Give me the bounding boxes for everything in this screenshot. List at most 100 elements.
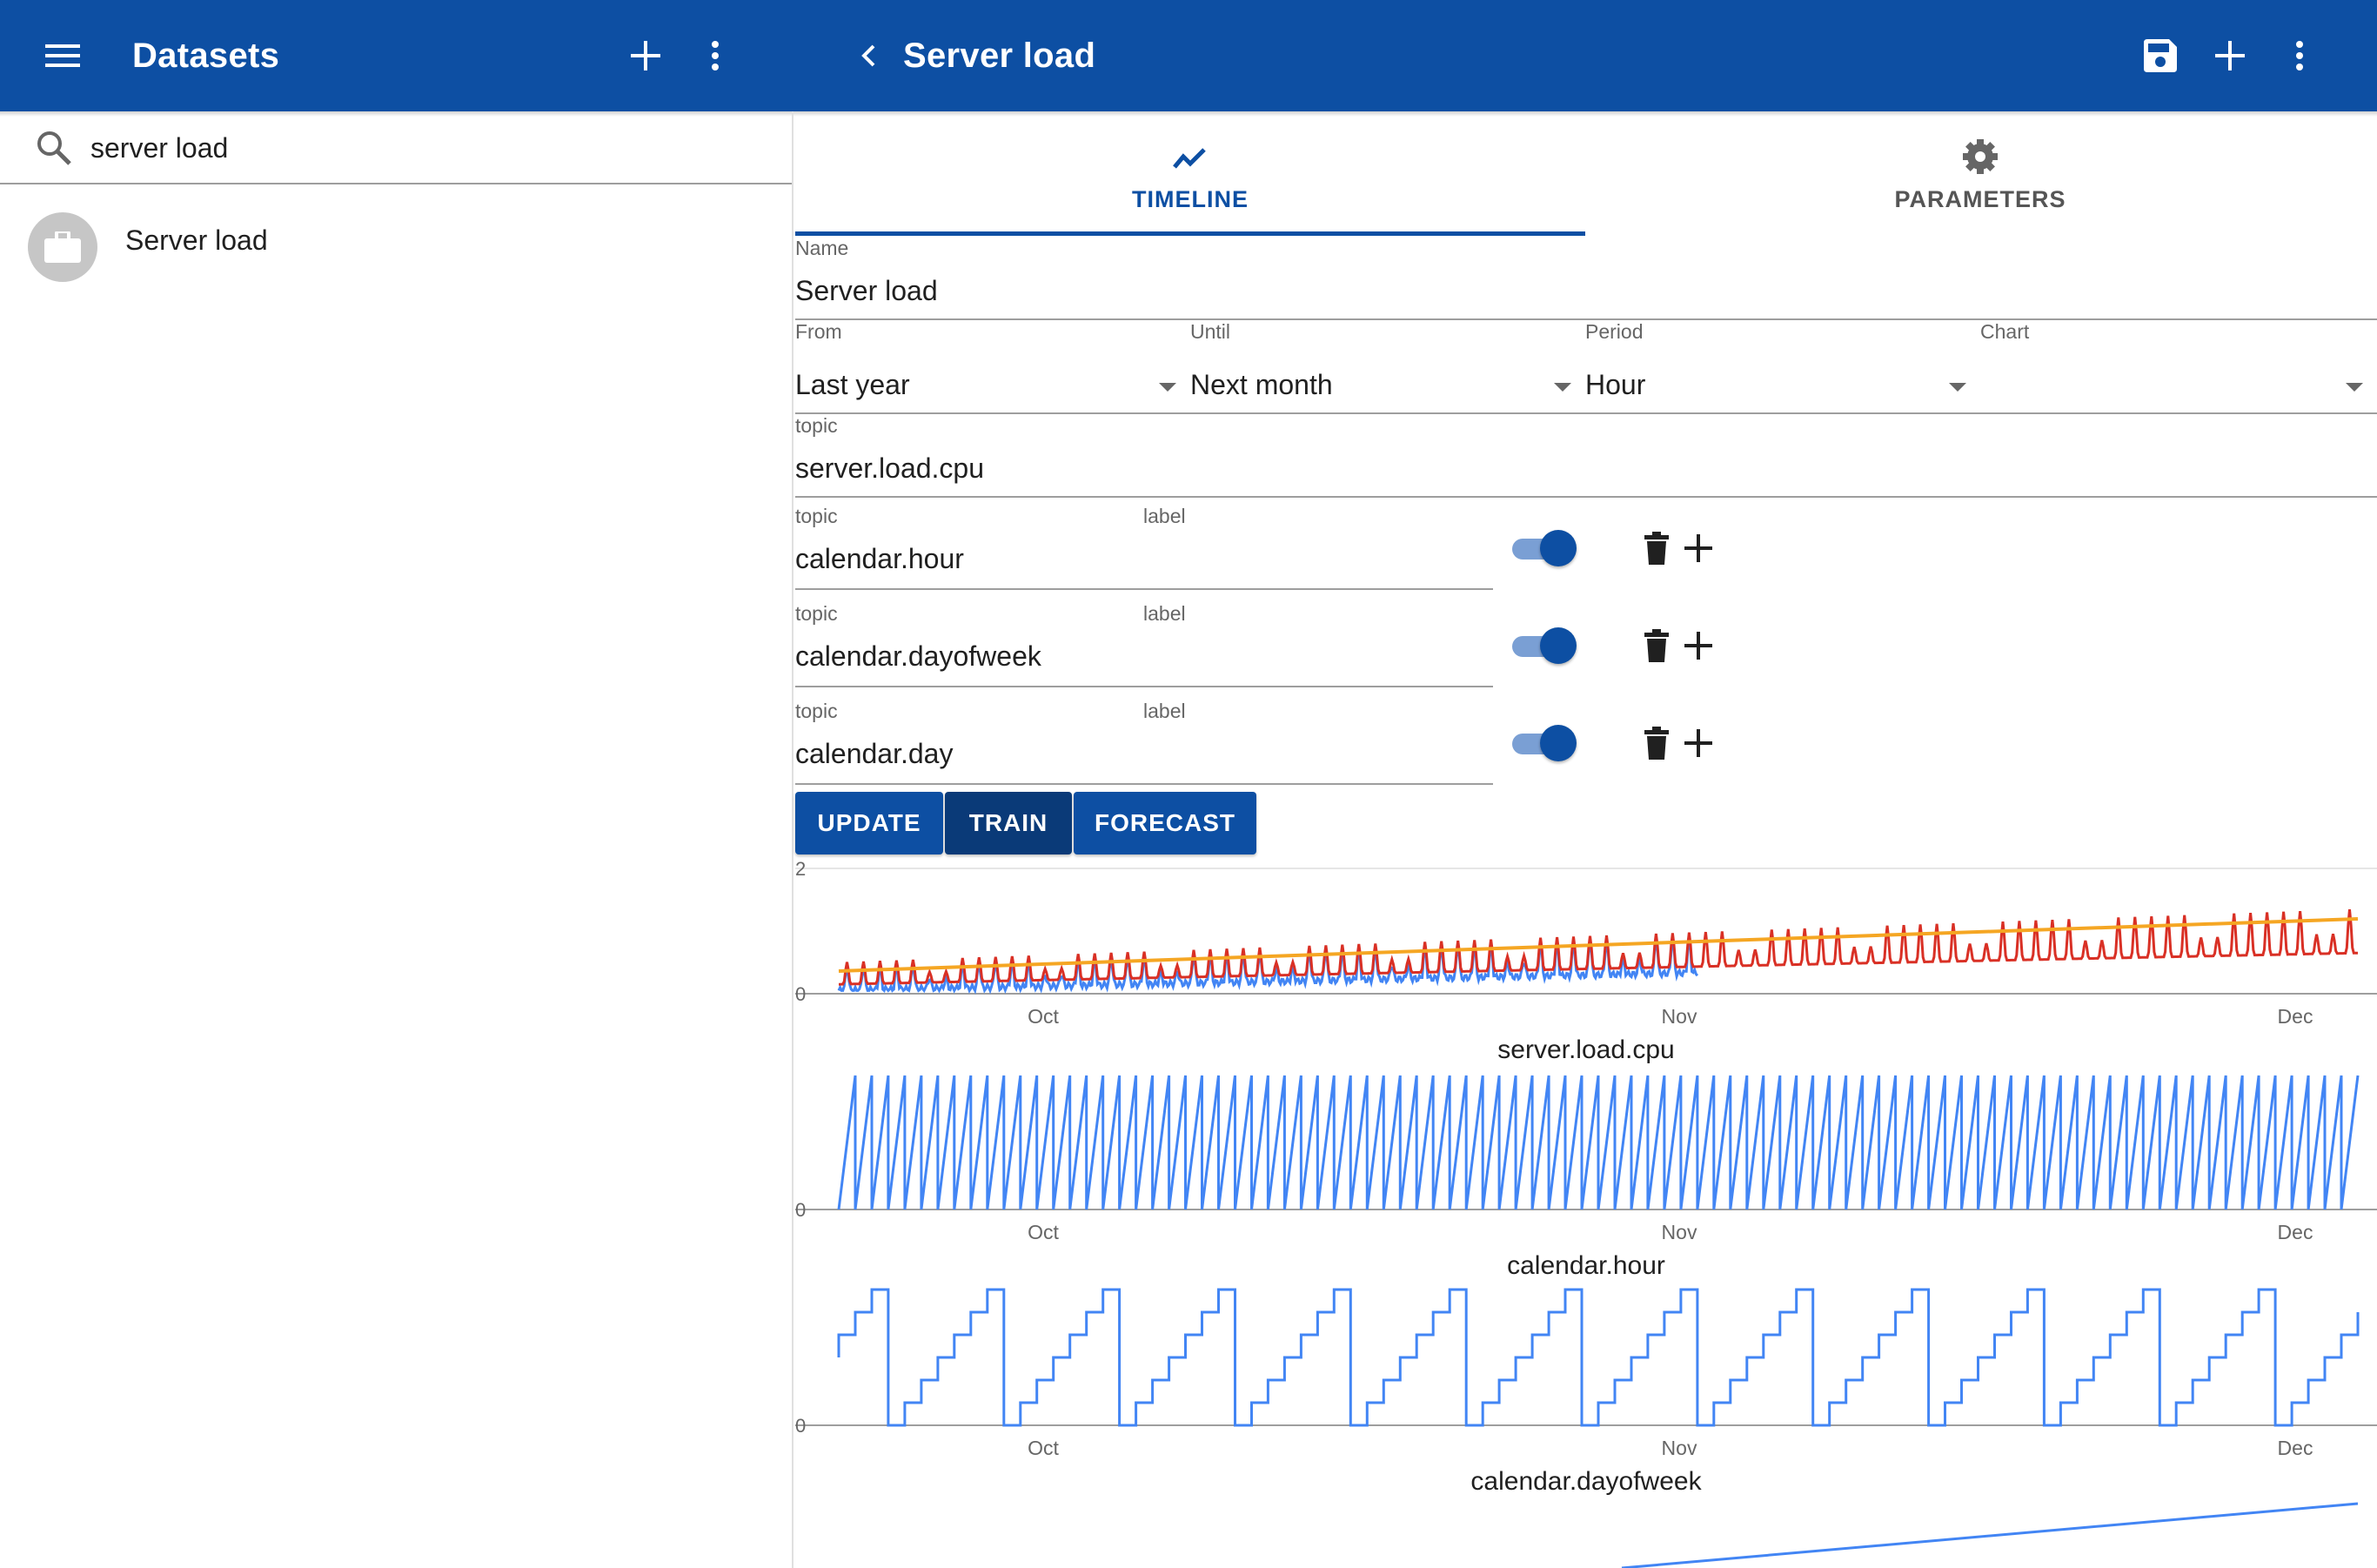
from-value: Last year [795,369,910,400]
period-select[interactable]: Period Hour [1585,320,1980,414]
timeline-icon [1173,148,1206,169]
feature-enabled-toggle[interactable] [1509,526,1578,568]
plus-icon [631,41,660,70]
plus-icon [1684,632,1712,660]
add-feature-button[interactable] [1679,724,1717,762]
y-tick-label: 0 [795,1415,806,1437]
update-button[interactable]: UPDATE [795,792,943,854]
dataset-appbar: Server load [793,0,2377,111]
feature-enabled-toggle[interactable] [1509,624,1578,666]
feature-label-label: label [1143,602,1186,625]
x-tick-label: Dec [2278,1221,2313,1243]
search-icon [37,131,71,165]
delete-feature-button[interactable] [1637,627,1676,665]
until-select[interactable]: Until Next month [1190,320,1585,414]
feature-topic-field[interactable]: topic label calendar.dayofweek [795,602,1493,687]
from-label: From [795,320,842,343]
feature-underline [795,783,1493,785]
chart-select[interactable]: Chart [1980,320,2377,414]
target-topic-label: topic [795,414,838,437]
period-label: Period [1585,320,1644,343]
feature-label-label: label [1143,505,1186,527]
add-feature-button[interactable] [1679,529,1717,567]
datasets-appbar: Datasets [0,0,793,111]
datasets-title: Datasets [132,37,280,75]
add-dataset-button[interactable] [619,30,672,82]
gear-icon [1963,139,1998,174]
briefcase-icon [44,231,81,263]
name-field[interactable]: Name Server load [795,237,2377,320]
charts-area: 2 0 Oct Nov Dec server.load.cpu 0 Oct No… [795,861,2377,1568]
feature-underline [795,588,1493,590]
tab-timeline[interactable]: TIMELINE [795,117,1585,237]
from-underline [795,412,1190,414]
chart-underline [1980,412,2377,414]
x-tick-label: Oct [1028,1005,1059,1028]
chevron-down-icon [1159,383,1176,392]
delete-feature-button[interactable] [1637,529,1676,567]
x-tick-label: Dec [2278,1437,2313,1459]
y-tick-label: 0 [795,1199,806,1221]
series-line-actual [837,934,1699,995]
feature-topic-label: topic [795,602,838,625]
tab-parameters-label: PARAMETERS [1894,186,2066,212]
more-button[interactable] [2273,30,2326,82]
plus-icon [2215,41,2245,70]
chevron-down-icon [1554,383,1571,392]
plus-icon [1684,729,1712,757]
tab-bar: TIMELINE PARAMETERS [795,117,2377,237]
more-vert-icon [712,41,719,70]
name-label: Name [795,237,849,259]
feature-topic-field[interactable]: topic label calendar.hour [795,505,1493,590]
until-underline [1190,412,1585,414]
target-topic-value: server.load.cpu [795,452,985,484]
chart-title: server.load.cpu [1497,1035,1674,1064]
target-topic-underline [795,496,2377,498]
search-input[interactable] [90,124,769,172]
from-select[interactable]: From Last year [795,320,1190,414]
save-button[interactable] [2134,30,2186,82]
save-icon [2144,39,2177,72]
more-vert-icon [2296,41,2303,70]
series-line [837,1288,2360,1427]
name-underline [795,318,2377,320]
chart-server-load-cpu: 2 0 Oct Nov Dec server.load.cpu [795,861,2377,1064]
back-button[interactable] [842,30,894,82]
dataset-list-item[interactable]: Server load [0,198,792,294]
appbar-shadow [0,111,2377,117]
x-tick-label: Oct [1028,1437,1059,1459]
chart-label: Chart [1980,320,2030,343]
feature-topic-value: calendar.hour [795,543,964,574]
chevron-left-icon [861,44,875,67]
x-tick-label: Nov [1662,1005,1697,1028]
series-line [837,1075,2360,1210]
target-topic-field[interactable]: topic server.load.cpu [795,414,2377,498]
trash-icon [1644,727,1669,760]
trash-icon [1644,532,1669,565]
feature-enabled-toggle[interactable] [1509,721,1578,763]
menu-icon[interactable] [37,30,89,82]
forecast-button[interactable]: FORECAST [1074,792,1256,854]
x-tick-label: Nov [1662,1437,1697,1459]
y-tick-label: 0 [795,983,806,1005]
chart-calendar-dayofweek: 0 Oct Nov Dec calendar.dayofweek [795,1288,2377,1496]
chart-calendar-hour: 0 Oct Nov Dec calendar.hour [795,1075,2377,1280]
chart-title: calendar.dayofweek [1470,1467,1702,1496]
feature-topic-label: topic [795,700,838,722]
datasets-panel: Server load [0,111,793,1568]
feature-topic-field[interactable]: topic label calendar.day [795,700,1493,785]
trash-icon [1644,629,1669,662]
series-line-forecast [839,908,2358,986]
feature-topic-value: calendar.day [795,738,954,769]
train-button[interactable]: TRAIN [945,792,1072,854]
feature-label-label: label [1143,700,1186,722]
add-button[interactable] [2204,30,2256,82]
feature-underline [795,686,1493,687]
period-underline [1585,412,1980,414]
delete-feature-button[interactable] [1637,724,1676,762]
dataset-title: Server load [903,37,1096,75]
add-feature-button[interactable] [1679,627,1717,665]
chevron-down-icon [2346,383,2363,392]
datasets-more-button[interactable] [689,30,741,82]
tab-parameters[interactable]: PARAMETERS [1585,117,2375,237]
